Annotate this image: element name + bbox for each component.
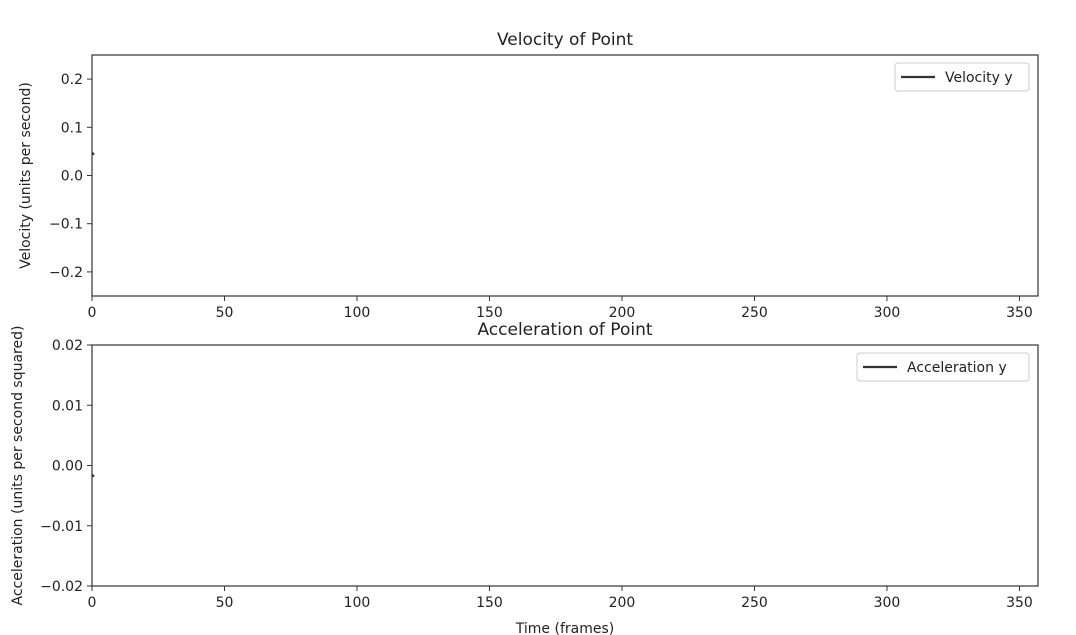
data-point (91, 152, 95, 156)
plot-frame (91, 54, 1039, 297)
y-tick-label: −0.01 (40, 519, 83, 535)
x-tick-label: 350 (1006, 305, 1033, 321)
y-tick-label: 0.0 (61, 169, 83, 185)
y-tick-label: 0.1 (61, 120, 83, 136)
y-axis-label: Velocity (units per second) (18, 82, 34, 269)
y-tick-label: −0.2 (49, 265, 83, 281)
velocity-panel: Velocity of Point 0 50 100 150 200 250 300 350 0.… (18, 30, 1039, 321)
x-tick-label: 150 (476, 305, 503, 321)
legend-label: Velocity y (945, 70, 1013, 86)
x-tick-label: 250 (741, 305, 768, 321)
x-tick-label: 200 (609, 595, 636, 611)
acceleration-panel: Acceleration of Point 0 50 100 150 200 250 300 3… (10, 320, 1039, 635)
legend-label: Acceleration y (907, 360, 1007, 376)
x-tick-label: 350 (1006, 595, 1033, 611)
y-tick-label: −0.02 (40, 579, 83, 595)
data-point (91, 474, 95, 478)
legend: Velocity y (894, 62, 1030, 92)
chart-title: Acceleration of Point (477, 320, 652, 340)
x-tick-label: 300 (874, 305, 901, 321)
x-tick-label: 50 (216, 305, 234, 321)
x-tick-label: 0 (88, 595, 97, 611)
y-tick-label: 0.01 (52, 398, 83, 414)
y-tick-label: 0.00 (52, 459, 83, 475)
x-tick-label: 100 (344, 305, 371, 321)
y-axis-label: Acceleration (units per second squared) (10, 326, 26, 606)
y-tick-label: −0.1 (49, 217, 83, 233)
legend-box (856, 352, 1030, 382)
x-tick-label: 300 (874, 595, 901, 611)
x-tick-label: 50 (216, 595, 234, 611)
x-tick-label: 250 (741, 595, 768, 611)
x-tick-label: 200 (609, 305, 636, 321)
y-tick-label: 0.02 (52, 338, 83, 354)
legend-box (894, 62, 1030, 92)
y-tick-label: 0.2 (61, 72, 83, 88)
chart-title: Velocity of Point (497, 30, 633, 50)
x-tick-label: 150 (476, 595, 503, 611)
x-axis-label: Time (frames) (515, 621, 614, 635)
x-tick-label: 0 (88, 305, 97, 321)
x-tick-label: 100 (344, 595, 371, 611)
legend: Acceleration y (856, 352, 1030, 382)
